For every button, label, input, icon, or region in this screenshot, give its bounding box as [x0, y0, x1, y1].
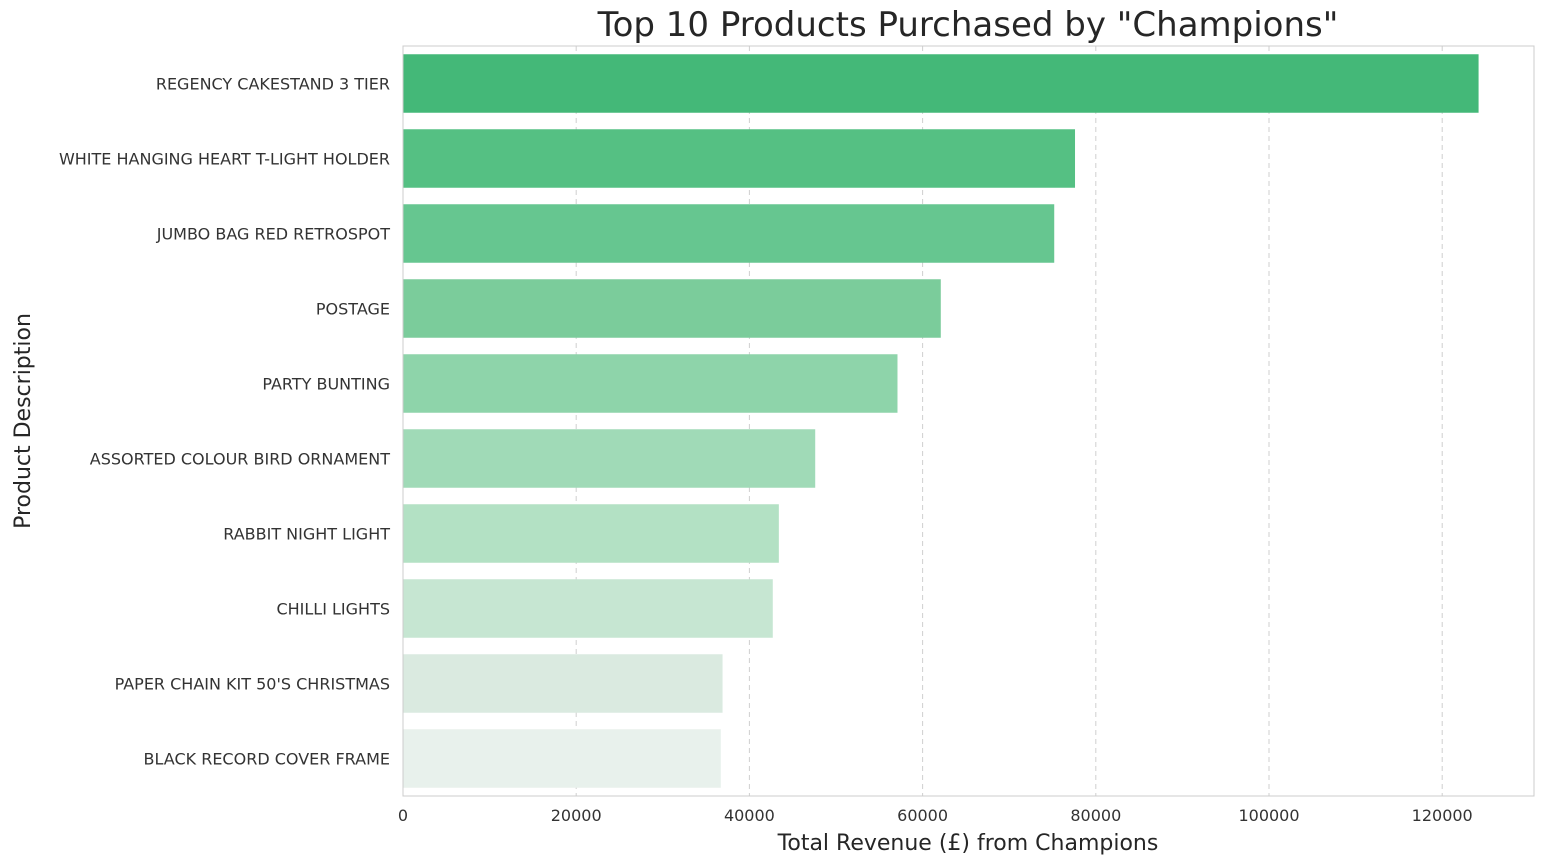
x-tick-labels: 0 20000 40000 60000 80000 100000 120000 [398, 806, 1473, 825]
x-tick-label: 40000 [724, 806, 775, 825]
category-label: ASSORTED COLOUR BIRD ORNAMENT [90, 450, 390, 469]
bar [403, 279, 941, 338]
x-tick-label: 60000 [897, 806, 948, 825]
x-axis-label: Total Revenue (£) from Champions [777, 831, 1159, 856]
category-label: WHITE HANGING HEART T-LIGHT HOLDER [59, 150, 390, 169]
x-tick-label: 20000 [551, 806, 602, 825]
bar [403, 54, 1479, 113]
x-tick-label: 100000 [1238, 806, 1299, 825]
plot-frame [402, 45, 1535, 797]
bar [403, 729, 721, 788]
category-label: CHILLI LIGHTS [276, 600, 390, 619]
x-tick-label: 120000 [1412, 806, 1473, 825]
category-label: JUMBO BAG RED RETROSPOT [156, 225, 390, 244]
x-tick-label: 0 [398, 806, 408, 825]
category-label: PAPER CHAIN KIT 50'S CHRISTMAS [115, 675, 390, 694]
category-label: BLACK RECORD COVER FRAME [144, 750, 390, 769]
category-labels: REGENCY CAKESTAND 3 TIER WHITE HANGING HE… [59, 75, 390, 769]
category-label: POSTAGE [316, 300, 390, 319]
bars [403, 54, 1479, 788]
bar [403, 654, 723, 713]
category-label: PARTY BUNTING [262, 375, 390, 394]
bar [403, 504, 779, 563]
category-label: RABBIT NIGHT LIGHT [223, 525, 390, 544]
category-label: REGENCY CAKESTAND 3 TIER [156, 75, 390, 94]
bar [403, 429, 816, 488]
bar [403, 204, 1055, 263]
chart-title: Top 10 Products Purchased by "Champions" [597, 5, 1339, 45]
x-tick-label: 80000 [1070, 806, 1121, 825]
bar [403, 579, 773, 638]
y-axis-label: Product Description [11, 313, 36, 529]
bar [403, 354, 898, 413]
bar [403, 129, 1076, 188]
